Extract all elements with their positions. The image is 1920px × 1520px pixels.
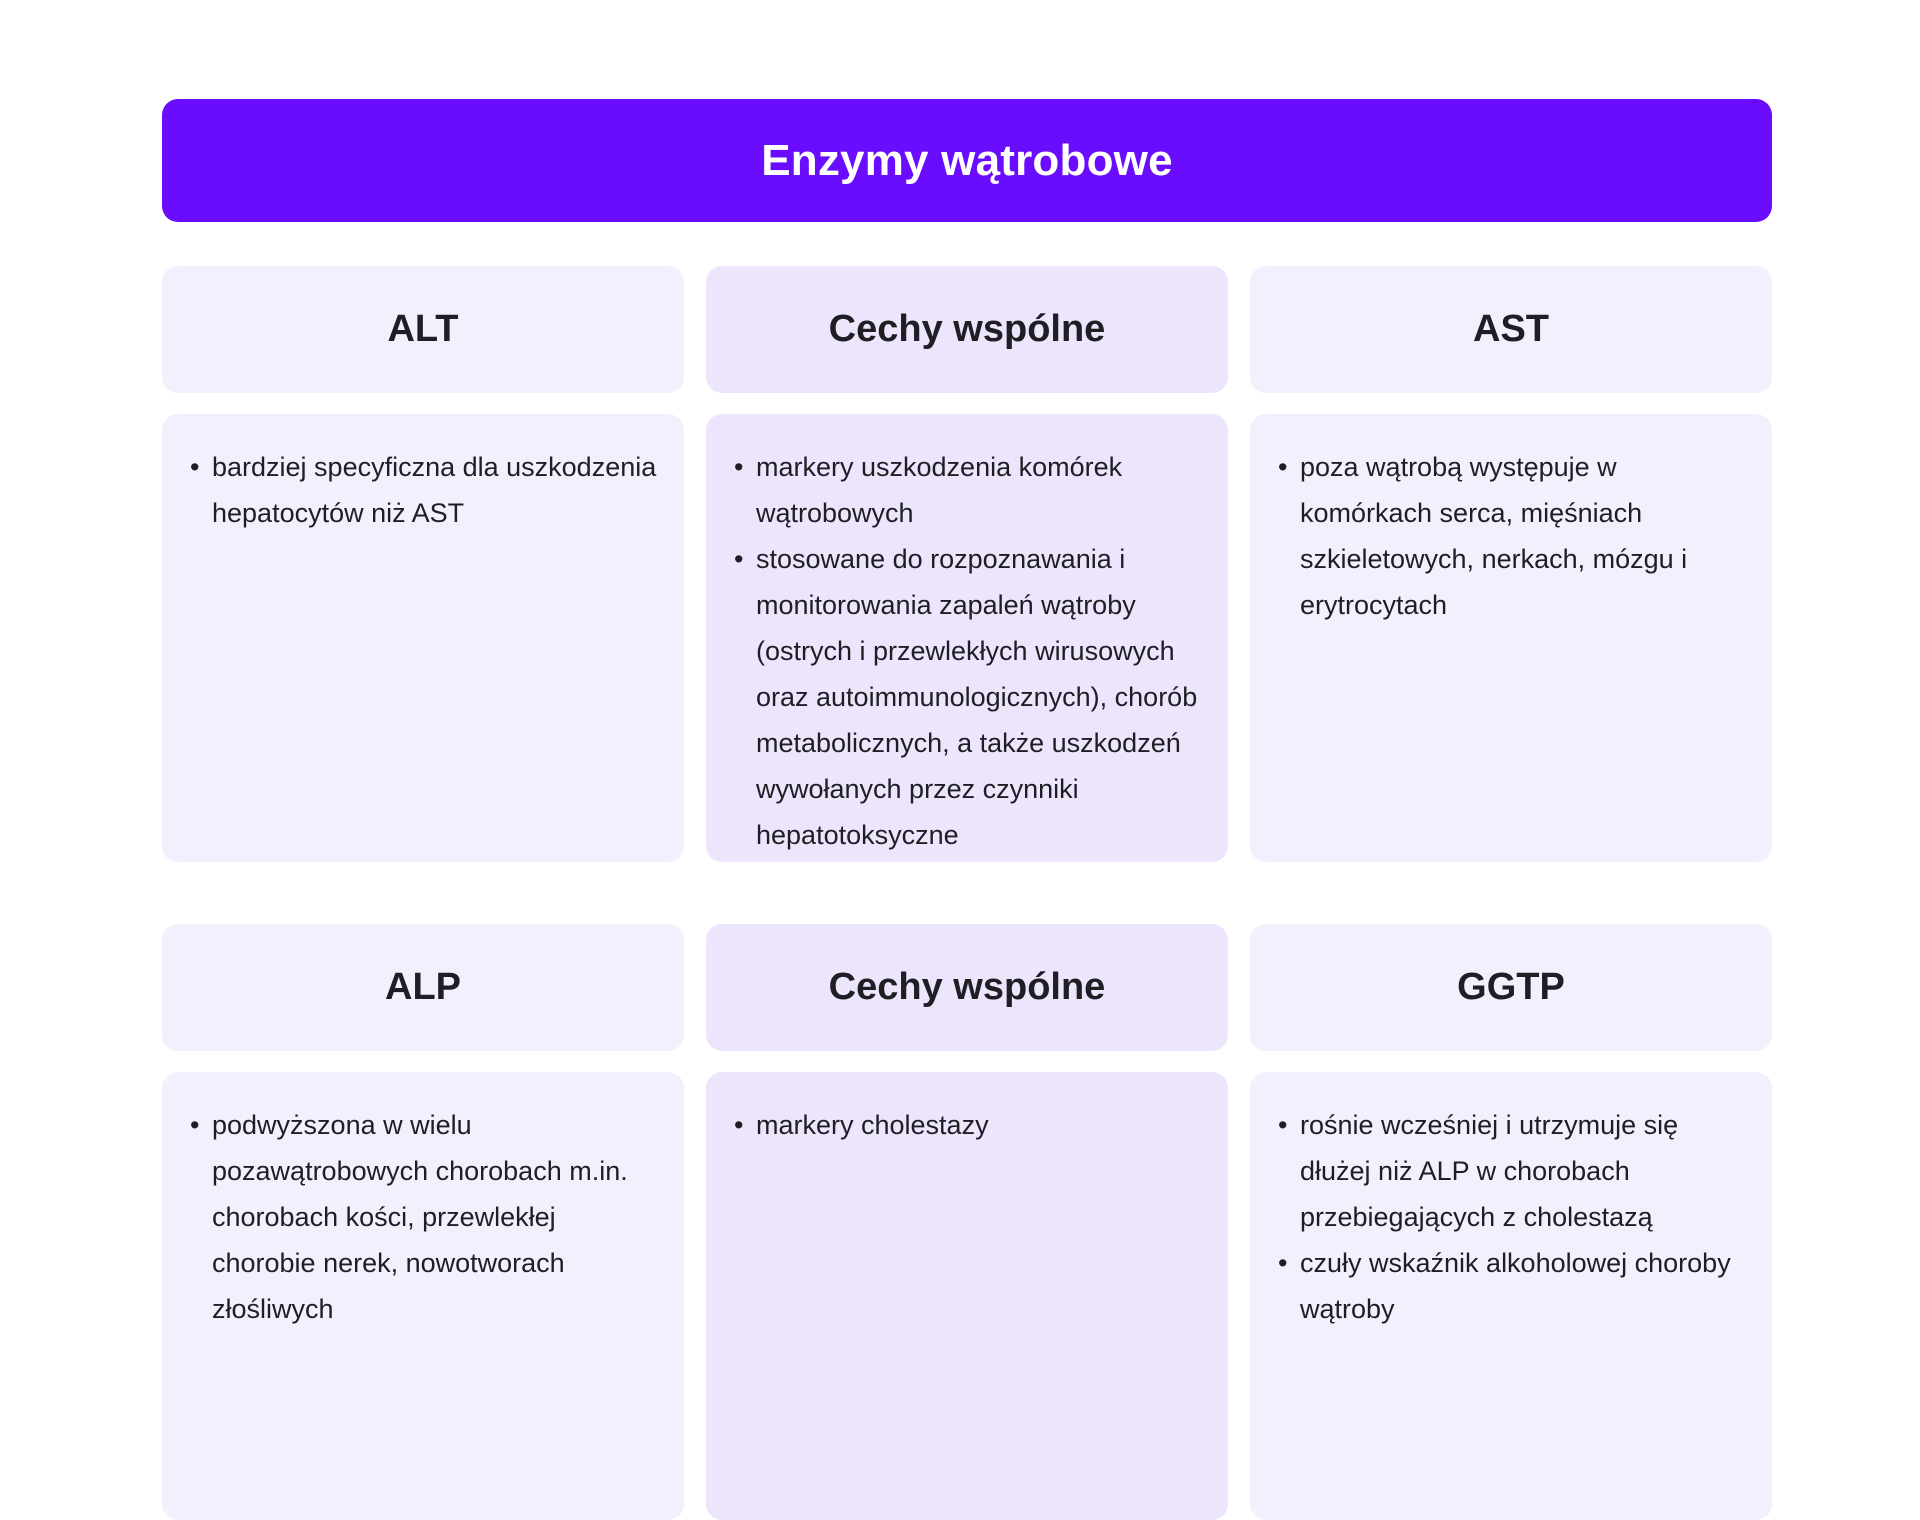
header-cell-common: Cechy wspólne bbox=[706, 924, 1228, 1051]
point-text: stosowane do rozpoznawania i monitorowan… bbox=[756, 544, 1198, 850]
bullet-icon: • bbox=[1278, 452, 1288, 482]
header-label: ALT bbox=[387, 308, 459, 350]
point-text: podwyższona w wielu pozawątrobowych chor… bbox=[212, 1110, 628, 1324]
list-item: • podwyższona w wielu pozawątrobowych cho… bbox=[190, 1102, 658, 1332]
point-text: bardziej specyficzna dla uszkodzenia hep… bbox=[212, 452, 657, 528]
bullet-icon: • bbox=[734, 544, 744, 574]
header-label: AST bbox=[1473, 308, 1549, 350]
point-text: markery uszkodzenia komórek wątrobowych bbox=[756, 452, 1123, 528]
list-item: • poza wątrobą występuje w komórkach serc… bbox=[1278, 444, 1746, 628]
header-cell-ast: AST bbox=[1250, 266, 1772, 393]
point-list: • bardziej specyficzna dla uszkodzenia he… bbox=[190, 444, 658, 536]
bullet-icon: • bbox=[734, 1110, 744, 1140]
point-text: poza wątrobą występuje w komórkach serca… bbox=[1300, 452, 1688, 620]
list-item: • markery cholestazy bbox=[734, 1102, 1202, 1148]
point-list: • rośnie wcześniej i utrzymuje się dłużej… bbox=[1278, 1102, 1746, 1332]
header-row: ALT Cechy wspólne AST bbox=[162, 266, 1772, 393]
list-item: • rośnie wcześniej i utrzymuje się dłużej… bbox=[1278, 1102, 1746, 1240]
bullet-icon: • bbox=[190, 1110, 200, 1140]
point-text: rośnie wcześniej i utrzymuje się dłużej … bbox=[1300, 1110, 1679, 1232]
point-text: markery cholestazy bbox=[756, 1110, 989, 1140]
list-item: • czuły wskaźnik alkoholowej choroby wątr… bbox=[1278, 1240, 1746, 1332]
header-row: ALP Cechy wspólne GGTP bbox=[162, 924, 1772, 1051]
body-cell-alp: • podwyższona w wielu pozawątrobowych cho… bbox=[162, 1072, 684, 1520]
list-item: • markery uszkodzenia komórek wątrobowych bbox=[734, 444, 1202, 536]
header-label: Cechy wspólne bbox=[828, 966, 1106, 1008]
header-cell-alp: ALP bbox=[162, 924, 684, 1051]
point-list: • markery cholestazy bbox=[734, 1102, 1202, 1148]
body-row: • bardziej specyficzna dla uszkodzenia he… bbox=[162, 414, 1772, 862]
bullet-icon: • bbox=[1278, 1248, 1288, 1278]
list-item: • stosowane do rozpoznawania i monitorowa… bbox=[734, 536, 1202, 858]
header-cell-common: Cechy wspólne bbox=[706, 266, 1228, 393]
point-list: • podwyższona w wielu pozawątrobowych cho… bbox=[190, 1102, 658, 1332]
point-list: • poza wątrobą występuje w komórkach serc… bbox=[1278, 444, 1746, 628]
page-title: Enzymy wątrobowe bbox=[761, 135, 1173, 185]
point-list: • markery uszkodzenia komórek wątrobowych… bbox=[734, 444, 1202, 858]
body-cell-common: • markery uszkodzenia komórek wątrobowych… bbox=[706, 414, 1228, 862]
header-label: ALP bbox=[385, 966, 461, 1008]
body-cell-common: • markery cholestazy bbox=[706, 1072, 1228, 1520]
header-cell-ggtp: GGTP bbox=[1250, 924, 1772, 1051]
title-bar: Enzymy wątrobowe bbox=[162, 99, 1772, 222]
header-cell-alt: ALT bbox=[162, 266, 684, 393]
list-item: • bardziej specyficzna dla uszkodzenia he… bbox=[190, 444, 658, 536]
bullet-icon: • bbox=[190, 452, 200, 482]
header-label: GGTP bbox=[1457, 966, 1565, 1008]
point-text: czuły wskaźnik alkoholowej choroby wątro… bbox=[1300, 1248, 1731, 1324]
body-cell-ast: • poza wątrobą występuje w komórkach serc… bbox=[1250, 414, 1772, 862]
header-label: Cechy wspólne bbox=[828, 308, 1106, 350]
body-cell-ggtp: • rośnie wcześniej i utrzymuje się dłużej… bbox=[1250, 1072, 1772, 1520]
body-row: • podwyższona w wielu pozawątrobowych cho… bbox=[162, 1072, 1772, 1520]
body-cell-alt: • bardziej specyficzna dla uszkodzenia he… bbox=[162, 414, 684, 862]
bullet-icon: • bbox=[1278, 1110, 1288, 1140]
bullet-icon: • bbox=[734, 452, 744, 482]
